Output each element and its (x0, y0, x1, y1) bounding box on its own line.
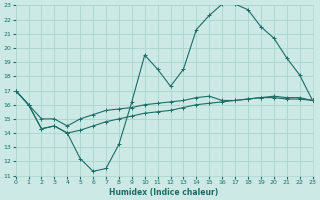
X-axis label: Humidex (Indice chaleur): Humidex (Indice chaleur) (109, 188, 219, 197)
